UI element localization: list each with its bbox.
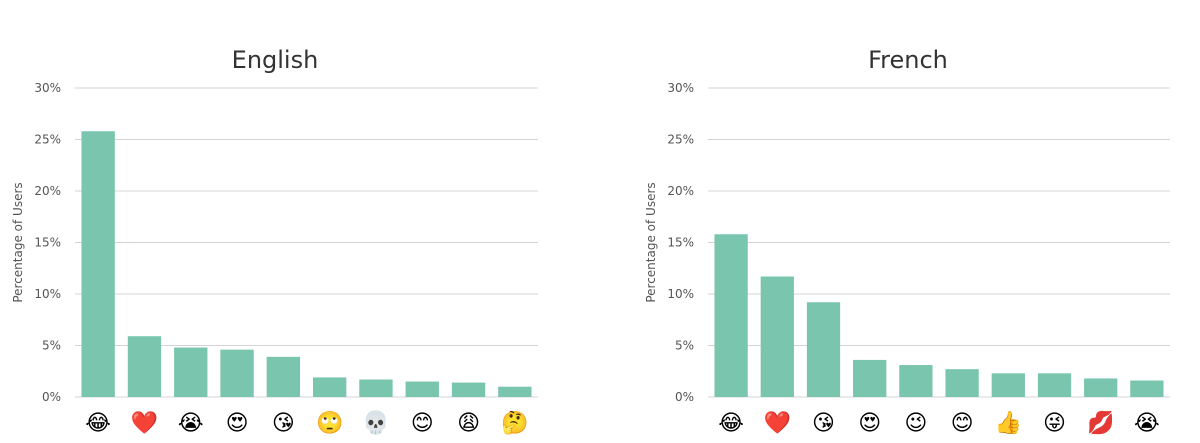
chart-french-y-tick-label: 25% xyxy=(667,133,694,147)
chart-english-bar xyxy=(220,349,254,397)
chart-french-bar xyxy=(945,369,979,397)
thumbs-up-emoji: 👍 xyxy=(995,410,1022,436)
chart-french-bar xyxy=(806,302,841,397)
blowing-kiss-emoji: 😘 xyxy=(812,411,835,436)
smiling-blush-emoji: 😊 xyxy=(951,411,974,436)
chart-english-bar xyxy=(266,356,301,397)
red-heart-emoji: ❤️ xyxy=(131,410,159,436)
chart-french-y-tick-label: 20% xyxy=(667,184,694,198)
chart-english-y-tick-label: 15% xyxy=(34,236,61,250)
chart-french-y-tick-label: 30% xyxy=(667,81,694,95)
tears-of-joy-emoji: 😂 xyxy=(718,411,744,436)
chart-english-y-tick-label: 30% xyxy=(34,81,61,95)
skull-emoji: 💀 xyxy=(362,410,389,436)
chart-english-bar xyxy=(81,131,115,397)
chart-english-bar xyxy=(127,336,162,397)
thinking-emoji: 🤔 xyxy=(501,410,528,436)
chart-english-y-tick-label: 25% xyxy=(34,133,61,147)
chart-french-bar xyxy=(714,234,748,397)
chart-english-bar xyxy=(174,347,208,397)
chart-french-y-axis-label: Percentage of Users xyxy=(644,182,658,302)
chart-french-y-tick-label: 10% xyxy=(667,287,694,301)
chart-english-bar xyxy=(451,382,486,397)
chart-english-bar xyxy=(312,377,347,397)
chart-english-y-tick-label: 0% xyxy=(42,390,61,404)
chart-french-bar xyxy=(1084,378,1118,397)
chart-french-y-tick-label: 5% xyxy=(675,339,694,353)
red-heart-emoji: ❤️ xyxy=(764,410,792,436)
chart-english-y-tick-label: 5% xyxy=(42,339,61,353)
chart-english-title: English xyxy=(232,46,319,74)
chart-french-bar xyxy=(899,365,933,397)
chart-french-bar xyxy=(991,373,1025,397)
chart-french-title: French xyxy=(868,46,948,74)
chart-french-bar xyxy=(1130,380,1164,397)
kiss-mark-emoji: 💋 xyxy=(1087,410,1114,436)
tears-of-joy-emoji: 😂 xyxy=(85,411,111,436)
loudly-crying-emoji: 😭 xyxy=(178,411,204,436)
loudly-crying-emoji: 😭 xyxy=(1134,411,1160,436)
chart-french-y-tick-label: 15% xyxy=(667,236,694,250)
heart-eyes-emoji: 😍 xyxy=(858,411,881,436)
blowing-kiss-emoji: 😘 xyxy=(272,411,295,436)
chart-english-bar xyxy=(405,381,439,397)
weary-emoji: 😩 xyxy=(457,411,480,436)
heart-eyes-emoji: 😍 xyxy=(226,411,249,436)
chart-english-bar xyxy=(359,379,393,397)
chart-english: English 0% 5% 10% 15% 20% 25% 30% Percentage of … xyxy=(11,46,538,436)
chart-english-y-axis-label: Percentage of Users xyxy=(11,182,25,302)
winking-emoji: 😉 xyxy=(904,411,927,436)
chart-english-y-tick-label: 10% xyxy=(34,287,61,301)
eye-roll-emoji: 🙄 xyxy=(316,410,343,436)
winking-tongue-emoji: 😜 xyxy=(1043,411,1066,436)
chart-french-bar xyxy=(853,359,887,397)
chart-english-y-tick-label: 20% xyxy=(34,184,61,198)
chart-french-y-tick-label: 0% xyxy=(675,390,694,404)
chart-french: French 0% 5% 10% 15% 20% 25% 30% Percentage of U… xyxy=(644,46,1170,436)
chart-english-bar xyxy=(498,386,532,397)
chart-french-bar xyxy=(760,276,794,397)
chart-french-bar xyxy=(1037,373,1072,397)
smiling-blush-emoji: 😊 xyxy=(411,411,434,436)
